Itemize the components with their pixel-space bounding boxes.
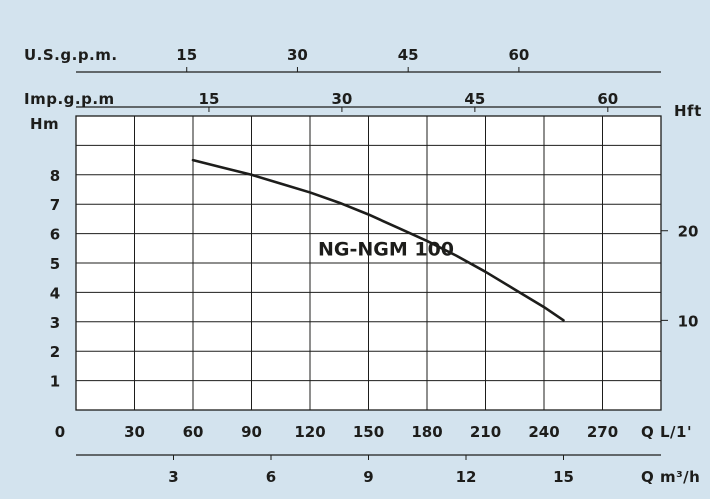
us-gpm-tick-label: 15: [176, 46, 197, 64]
x-tick-label: 30: [124, 423, 145, 441]
hft-tick-label: 10: [678, 312, 699, 330]
hft-axis-label: Hft: [674, 102, 702, 120]
curve-annotation: NG-NGM 100: [318, 238, 454, 260]
x-tick-label: 150: [353, 423, 384, 441]
x-tick-label: 240: [528, 423, 559, 441]
m3h-tick-label: 9: [363, 468, 373, 486]
y-tick-label: 8: [50, 167, 60, 185]
m3h-tick-label: 6: [266, 468, 276, 486]
us-gpm-axis-label: U.S.g.p.m.: [24, 46, 118, 64]
us-gpm-tick-label: 45: [398, 46, 419, 64]
imp-gpm-tick-label: 45: [464, 90, 485, 108]
us-gpm-tick-label: 60: [508, 46, 529, 64]
x-tick-label: 90: [241, 423, 262, 441]
axes: [76, 67, 668, 460]
hft-tick-label: 20: [678, 223, 699, 241]
y-tick-label: 2: [50, 343, 60, 361]
y-tick-label: 1: [50, 373, 60, 391]
q-m3h-axis-label: Q m³/h: [641, 468, 700, 486]
x-tick-label: 0: [55, 423, 65, 441]
y-tick-label: 5: [50, 255, 60, 273]
us-gpm-tick-label: 30: [287, 46, 308, 64]
x-tick-label: 270: [587, 423, 618, 441]
q-lmin-axis-label: Q L/1': [641, 423, 692, 441]
axis-labels: U.S.g.p.m. Imp.g.p.m Hm Hft Q L/1' Q m³/h NG-N…: [24, 46, 702, 486]
y-tick-label: 7: [50, 196, 60, 214]
x-tick-label: 60: [183, 423, 204, 441]
imp-gpm-tick-label: 15: [199, 90, 220, 108]
imp-gpm-tick-label: 30: [331, 90, 352, 108]
y-tick-label: 4: [50, 284, 60, 302]
x-tick-label: 180: [411, 423, 442, 441]
grid: [76, 116, 661, 410]
imp-gpm-axis-label: Imp.g.p.m: [24, 90, 115, 108]
imp-gpm-tick-label: 60: [597, 90, 618, 108]
series-line-ng-ngm-100: [191, 158, 565, 322]
m3h-tick-label: 3: [168, 468, 178, 486]
y-tick-label: 6: [50, 226, 60, 244]
m3h-tick-label: 12: [456, 468, 477, 486]
x-tick-label: 120: [294, 423, 325, 441]
series-layer: [191, 158, 565, 322]
x-tick-label: 210: [470, 423, 501, 441]
m3h-tick-label: 15: [553, 468, 574, 486]
hm-axis-label: Hm: [30, 115, 59, 133]
y-tick-label: 3: [50, 314, 60, 332]
